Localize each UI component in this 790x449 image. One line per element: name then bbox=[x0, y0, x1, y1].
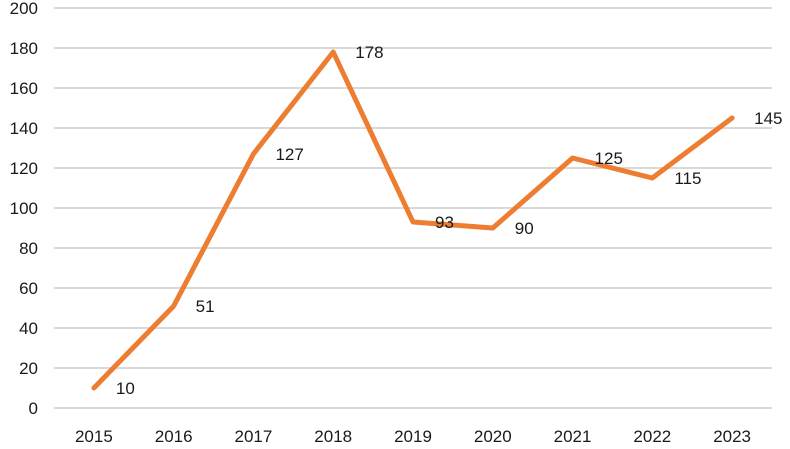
y-axis-tick-label: 0 bbox=[29, 399, 38, 418]
data-label: 178 bbox=[355, 43, 383, 62]
x-axis-tick-label: 2015 bbox=[75, 427, 113, 446]
y-axis-tick-label: 60 bbox=[19, 279, 38, 298]
data-label: 127 bbox=[275, 145, 303, 164]
y-axis-tick-label: 120 bbox=[10, 159, 38, 178]
data-label: 145 bbox=[754, 109, 782, 128]
y-axis-tick-label: 140 bbox=[10, 119, 38, 138]
y-axis-tick-label: 80 bbox=[19, 239, 38, 258]
data-label: 115 bbox=[674, 169, 701, 188]
y-axis-tick-label: 100 bbox=[10, 199, 38, 218]
data-label: 90 bbox=[515, 219, 534, 238]
x-axis-tick-label: 2017 bbox=[235, 427, 273, 446]
y-axis-tick-label: 40 bbox=[19, 319, 38, 338]
x-axis-tick-label: 2019 bbox=[394, 427, 432, 446]
x-axis-tick-label: 2018 bbox=[314, 427, 352, 446]
series-line bbox=[91, 49, 735, 391]
x-axis-tick-label: 2020 bbox=[474, 427, 512, 446]
y-axis-tick-label: 20 bbox=[19, 359, 38, 378]
data-label: 51 bbox=[196, 297, 215, 316]
y-axis-tick-label: 180 bbox=[10, 39, 38, 58]
x-axis-tick-label: 2022 bbox=[633, 427, 671, 446]
data-label: 93 bbox=[435, 213, 454, 232]
data-label: 10 bbox=[116, 379, 135, 398]
x-axis-tick-label: 2021 bbox=[554, 427, 592, 446]
y-axis-tick-label: 160 bbox=[10, 79, 38, 98]
data-label: 125 bbox=[595, 149, 623, 168]
x-axis-tick-label: 2016 bbox=[155, 427, 193, 446]
y-axis-tick-label: 200 bbox=[10, 0, 38, 18]
x-axis-tick-label: 2023 bbox=[713, 427, 751, 446]
